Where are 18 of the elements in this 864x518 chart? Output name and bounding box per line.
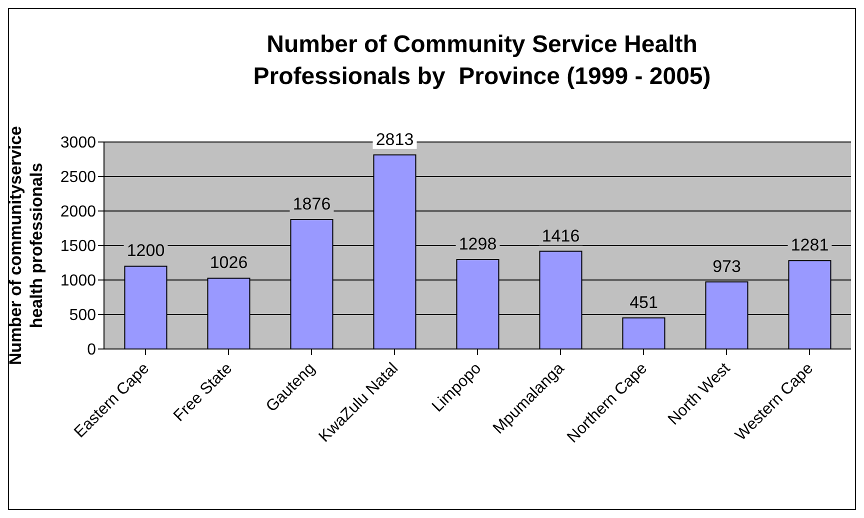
data-label: 1876 [292, 194, 331, 214]
y-tick-label: 2000 [60, 204, 96, 221]
data-label: 1200 [126, 241, 165, 260]
data-label: 973 [712, 256, 741, 276]
y-tick-label: 2500 [60, 169, 96, 186]
data-label: 1281 [790, 236, 829, 255]
y-tick-label: 1500 [60, 238, 96, 256]
y-axis-title: Number of communityservice health professionals [6, 126, 46, 366]
data-label: 2813 [376, 130, 414, 149]
data-label: 1416 [542, 226, 580, 246]
data-label: 1298 [458, 234, 497, 254]
y-tick-label: 3000 [60, 134, 96, 152]
data-label: 451 [630, 292, 658, 312]
data-label: 1026 [210, 253, 248, 272]
y-tick-label: 500 [69, 307, 96, 324]
y-tick-label: 1000 [60, 272, 96, 290]
y-tick-label: 0 [87, 342, 96, 359]
chart-title: Number of Community Service Health Professionals by Province (1999 - 2005) [252, 30, 712, 92]
